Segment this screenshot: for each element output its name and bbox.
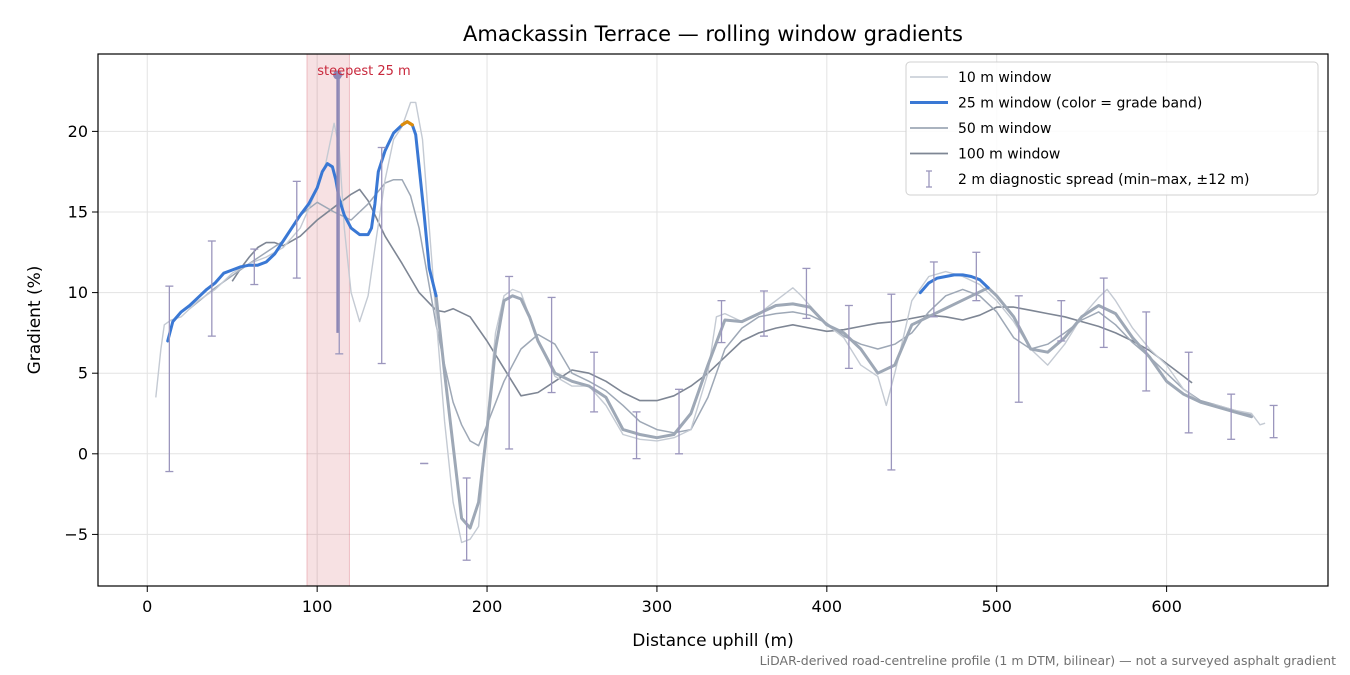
x-tick-label: 0 xyxy=(142,597,152,616)
y-tick-label: 10 xyxy=(68,283,88,302)
x-tick-label: 200 xyxy=(472,597,503,616)
legend-label: 2 m diagnostic spread (min–max, ±12 m) xyxy=(958,172,1249,188)
x-axis-label: Distance uphill (m) xyxy=(632,631,793,651)
y-axis-label: Gradient (%) xyxy=(25,266,45,375)
steepest-marker-dot xyxy=(333,70,343,80)
legend-box xyxy=(905,61,1319,196)
x-tick-label: 500 xyxy=(981,597,1012,616)
y-tick-label: 0 xyxy=(78,444,88,463)
grid xyxy=(98,54,1328,586)
legend-label: 10 m window xyxy=(958,70,1051,86)
legend-label: 50 m window xyxy=(958,121,1051,137)
legend: 10 m window 25 m window (color = grade ba… xyxy=(905,61,1319,196)
chart-title: Amackassin Terrace — rolling window grad… xyxy=(463,22,963,46)
steepest-annotation: steepest 25 m xyxy=(317,64,410,79)
error-bars xyxy=(165,70,1278,561)
plot-frame xyxy=(97,53,1329,587)
highlight-band xyxy=(306,54,350,586)
y-tick-label: 20 xyxy=(68,122,88,141)
x-tick-label: 600 xyxy=(1151,597,1182,616)
y-tick-label: 15 xyxy=(68,202,88,221)
series-10m-line xyxy=(155,101,1266,544)
series-25m-steep-band-line xyxy=(400,120,414,127)
footnote: LiDAR-derived road-centreline profile (1… xyxy=(760,653,1336,668)
y-tick-label: −5 xyxy=(64,525,88,544)
axis-ticks: 0 100 200 300 400 500 600 −5 0 5 10 15 20 xyxy=(64,122,1181,616)
x-tick-label: 300 xyxy=(642,597,673,616)
legend-label: 100 m window xyxy=(958,147,1060,163)
x-tick-label: 400 xyxy=(812,597,843,616)
series-100m-line xyxy=(231,188,1193,402)
y-tick-label: 5 xyxy=(78,364,88,383)
legend-label: 25 m window (color = grade band) xyxy=(958,96,1202,112)
steepest-window-band xyxy=(306,54,350,586)
x-tick-label: 100 xyxy=(302,597,333,616)
series-25m-gentle-line xyxy=(434,286,1253,530)
